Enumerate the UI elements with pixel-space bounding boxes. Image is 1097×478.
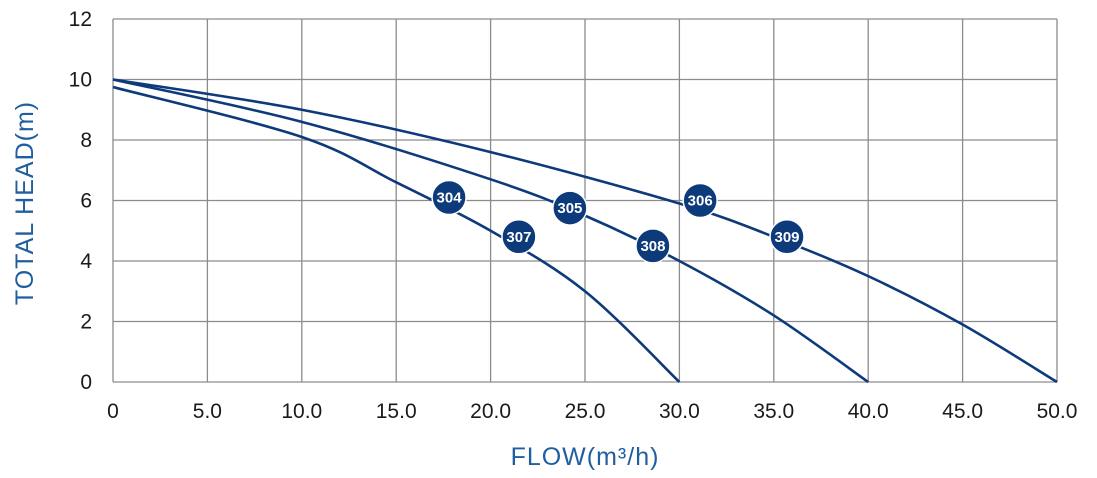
badge-label: 309 (775, 229, 800, 246)
model-badge: 307 (501, 219, 537, 255)
badge-label: 307 (506, 229, 531, 246)
badge-circle (635, 228, 671, 264)
x-tick-label: 35.0 (753, 400, 794, 423)
y-tick-label: 0 (80, 371, 92, 394)
badge-circle (552, 190, 588, 226)
model-badge: 305 (552, 190, 588, 226)
badge-label: 304 (437, 189, 463, 206)
model-badge: 304 (431, 179, 467, 216)
model-badge: 306 (682, 182, 718, 219)
y-axis-title: TOTAL HEAD(m) (11, 101, 39, 305)
y-tick-label: 2 (80, 311, 92, 334)
x-tick-label: 30.0 (659, 400, 700, 423)
x-tick-label: 20.0 (470, 400, 511, 423)
y-tick-label: 6 (80, 190, 92, 213)
badge-label: 308 (640, 238, 665, 255)
model-badge: 309 (769, 219, 805, 255)
x-axis-title: FLOW(m³/h) (511, 443, 660, 471)
x-tick-label: 25.0 (565, 400, 606, 423)
model-badge: 308 (635, 228, 671, 264)
x-tick-label: 50.0 (1037, 400, 1078, 423)
x-tick-label: 40.0 (848, 400, 889, 423)
x-tick-label: 15.0 (376, 400, 417, 423)
badge-circle (431, 179, 467, 216)
x-tick-labels: 0 5.0 10.0 15.0 20.0 25.0 30.0 35.0 40.0 45.0 50.0 (107, 400, 1077, 423)
badge-circle (769, 219, 805, 255)
badge-circle (501, 219, 537, 255)
badge-label: 305 (557, 200, 582, 217)
badge-circle (682, 182, 718, 219)
model-badges: 304 307 305 308 306 309 (431, 179, 805, 264)
x-tick-label: 10.0 (281, 400, 322, 423)
y-tick-label: 8 (80, 129, 92, 152)
grid (112, 18, 1058, 383)
y-tick-labels: 0 2 4 6 8 10 12 (69, 8, 93, 394)
x-tick-label: 5.0 (193, 400, 222, 423)
badge-label: 306 (688, 193, 713, 210)
x-tick-label: 45.0 (942, 400, 983, 423)
y-tick-label: 4 (80, 250, 92, 273)
x-tick-label: 0 (107, 400, 119, 423)
y-tick-label: 10 (69, 69, 92, 92)
y-tick-label: 12 (69, 8, 92, 31)
